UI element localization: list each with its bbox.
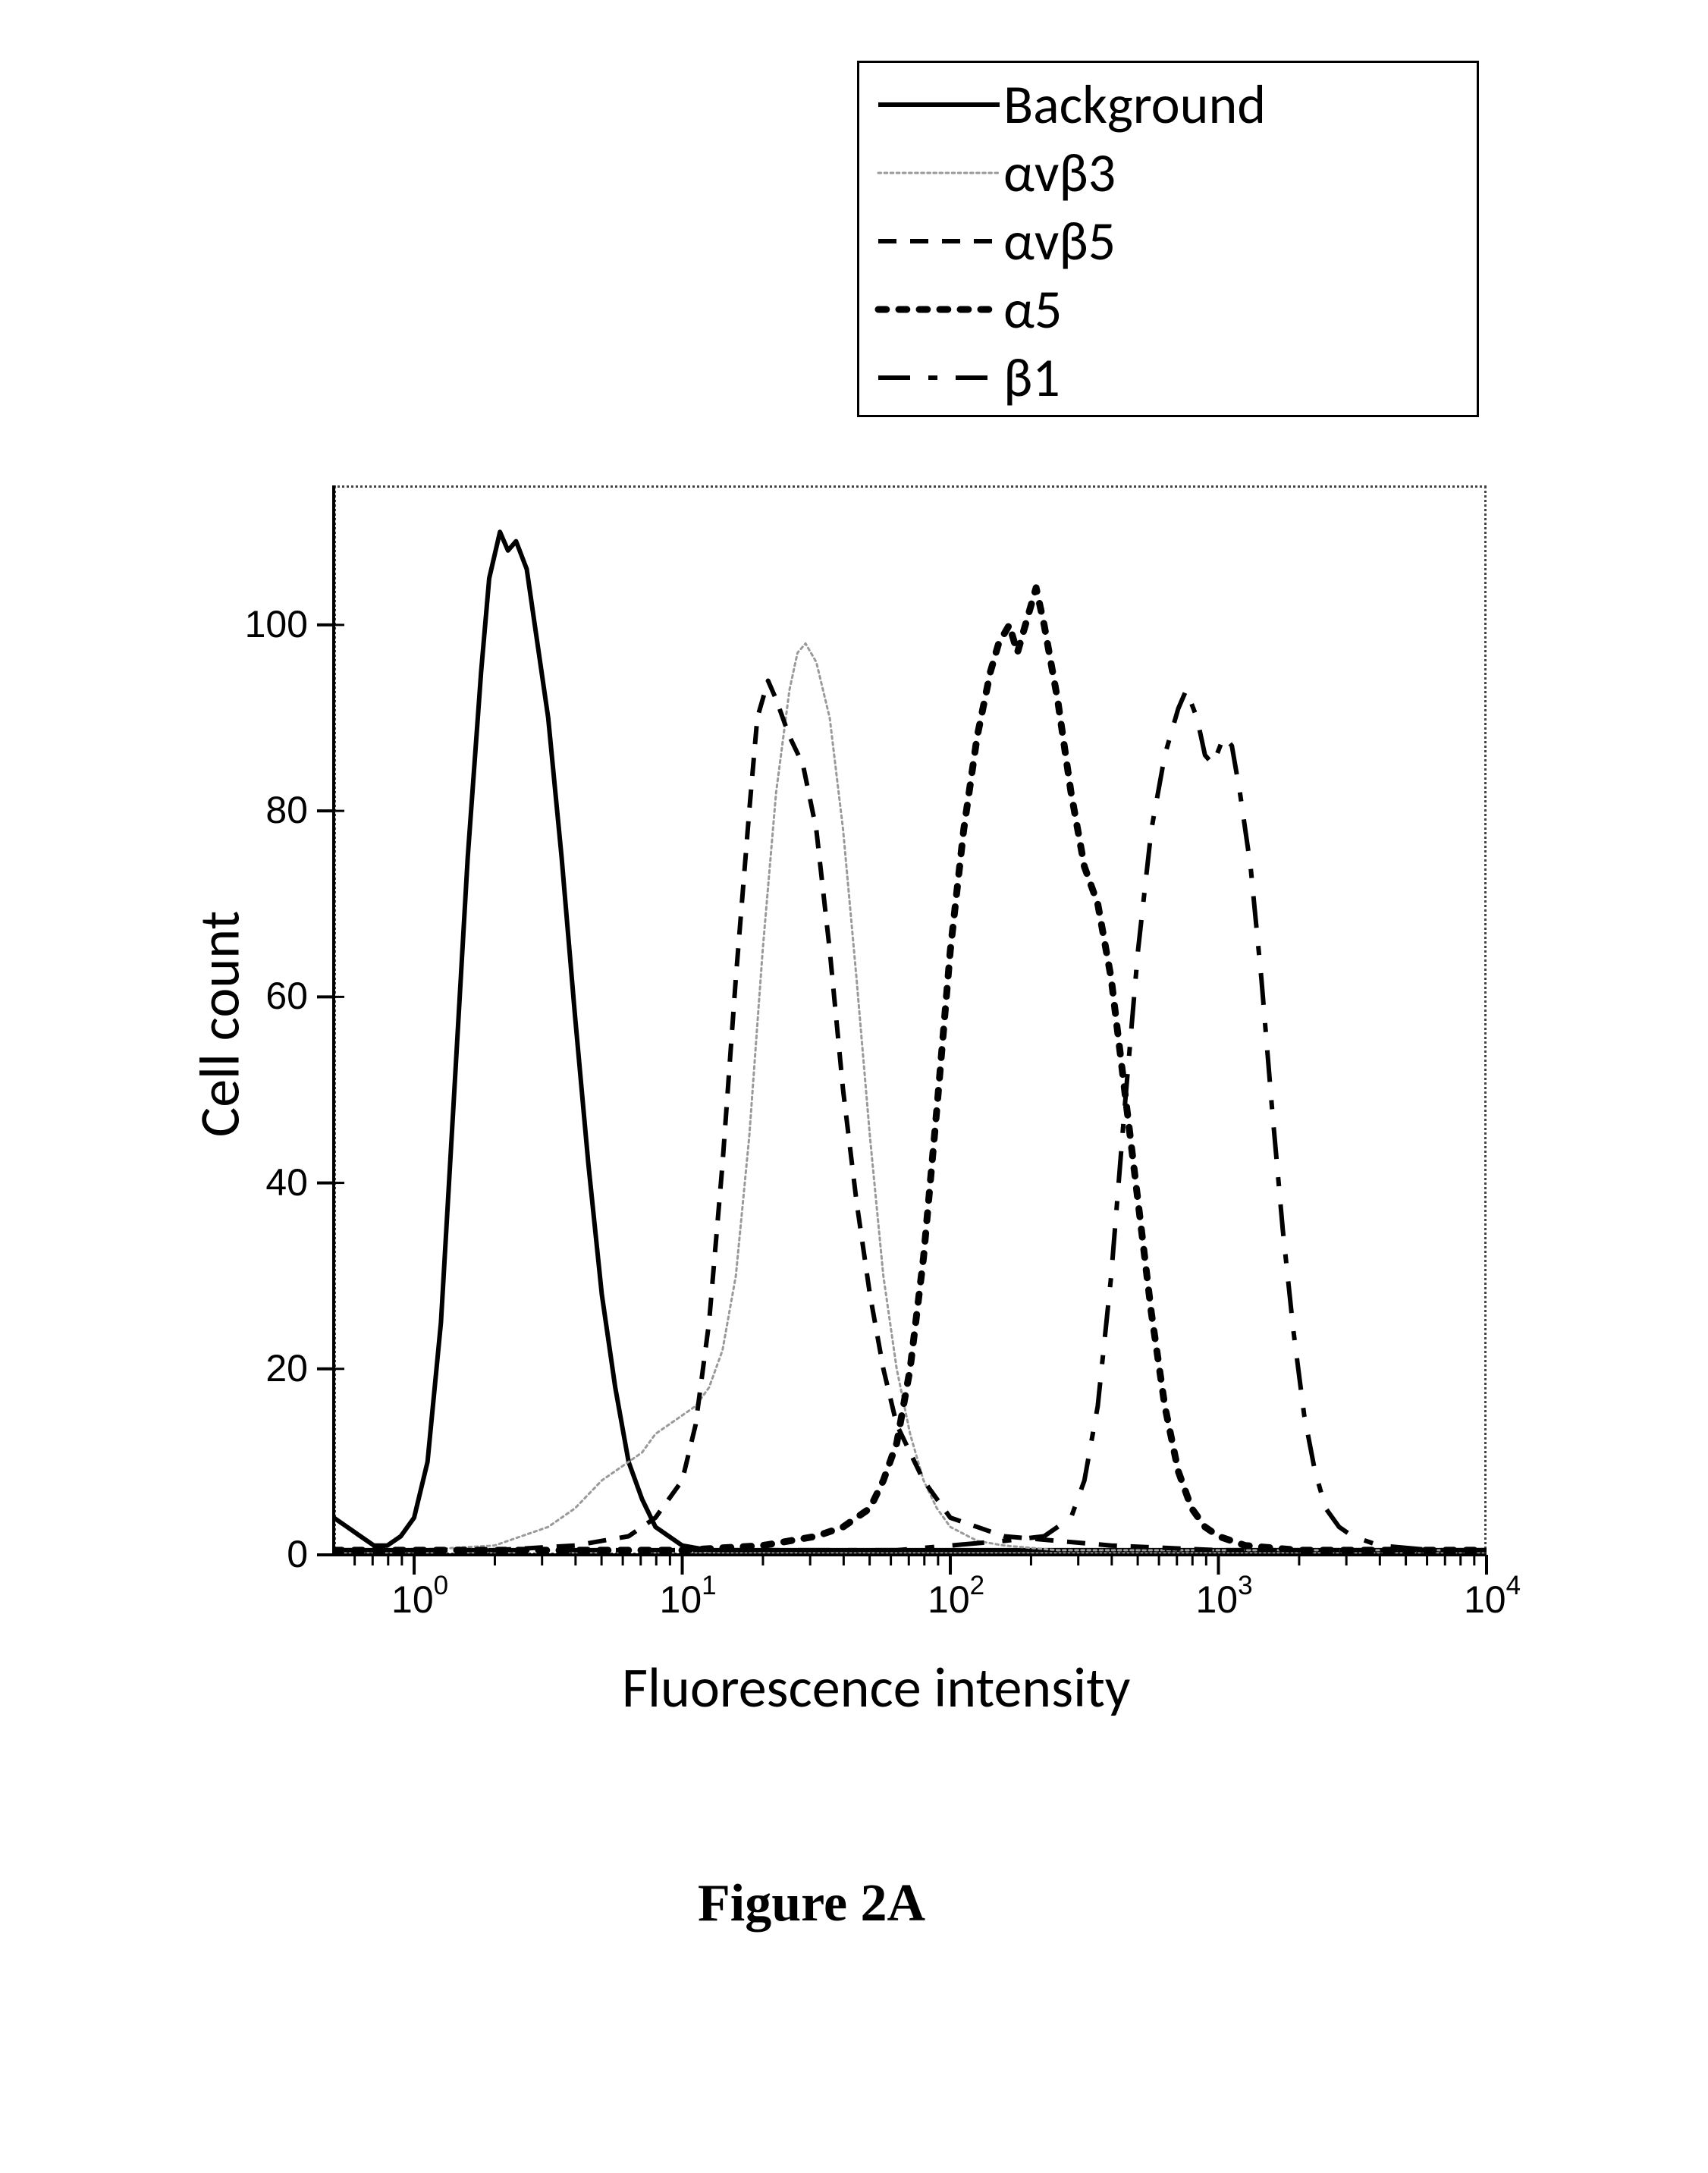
x-tick-label: 101 — [660, 1578, 717, 1622]
y-tick-label: 20 — [265, 1346, 308, 1390]
y-axis-label: Cell count — [185, 911, 253, 1138]
y-tick-label: 60 — [265, 974, 308, 1018]
x-axis-label: Fluorescence intensity — [622, 1653, 1130, 1722]
series--5 — [334, 588, 1487, 1550]
y-tick-label: 40 — [265, 1160, 308, 1204]
series--v-5 — [334, 681, 1487, 1550]
chart-svg — [0, 0, 1708, 2173]
x-tick-label: 102 — [928, 1578, 984, 1622]
series--1 — [334, 690, 1487, 1550]
y-tick-label: 80 — [265, 788, 308, 832]
y-tick-label: 0 — [287, 1532, 308, 1576]
page: Backgroundαvβ3αvβ5α5β1 Cell count Fluore… — [0, 0, 1708, 2173]
axes — [334, 485, 1487, 1555]
series--v-3 — [334, 643, 1487, 1550]
series-background — [334, 532, 1487, 1550]
x-tick-label: 100 — [391, 1578, 448, 1622]
figure-caption: Figure 2A — [698, 1873, 925, 1934]
y-tick-label: 100 — [245, 602, 308, 646]
x-tick-label: 104 — [1464, 1578, 1521, 1622]
x-tick-label: 103 — [1196, 1578, 1253, 1622]
